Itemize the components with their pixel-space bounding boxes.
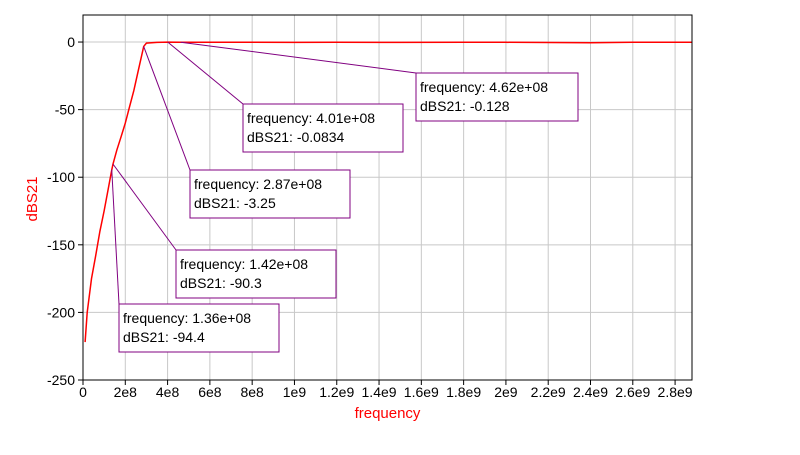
marker-leader-line — [180, 41, 417, 74]
marker-box — [242, 103, 404, 153]
marker-dbs21-text: dBS21: -0.0834 — [247, 129, 345, 145]
marker-frequency-text: frequency: 2.87e+08 — [194, 176, 322, 192]
marker-callout: frequency: 2.87e+08 dBS21: -3.25 — [143, 46, 351, 219]
x-tick-label: 2e8 — [114, 384, 138, 400]
x-tick-label: 2.8e9 — [658, 384, 693, 400]
marker-leader-line — [143, 46, 191, 171]
marker-dbs21-text: dBS21: -90.3 — [180, 275, 262, 291]
y-axis-label: dBS21 — [24, 176, 41, 221]
marker-frequency-text: frequency: 1.42e+08 — [180, 256, 308, 272]
marker-box — [118, 303, 280, 353]
x-tick-label: 1.8e9 — [446, 384, 481, 400]
marker-callout: frequency: 1.36e+08 dBS21: -94.4 — [111, 169, 280, 353]
marker-leader-line — [112, 163, 177, 251]
marker-box — [175, 249, 337, 299]
marker-dbs21-text: dBS21: -0.128 — [420, 98, 510, 114]
axis-ticks: 0 2e8 4e8 6e8 8e8 1e9 1.2e9 1.4e9 1.6e9 1.8e9 2e9 2… — [47, 34, 693, 400]
marker-callout: frequency: 1.42e+08 dBS21: -90.3 — [112, 163, 337, 299]
x-tick-label: 2e9 — [494, 384, 518, 400]
x-tick-label: 1e9 — [283, 384, 307, 400]
y-tick-label: -50 — [55, 102, 75, 118]
marker-dbs21-text: dBS21: -3.25 — [194, 195, 276, 211]
x-tick-label: 0 — [79, 384, 87, 400]
x-tick-label: 2.6e9 — [615, 384, 650, 400]
plot-frame — [82, 14, 693, 381]
x-tick-label: 1.6e9 — [404, 384, 439, 400]
x-tick-label: 2.2e9 — [531, 384, 566, 400]
x-axis-label: frequency — [355, 405, 421, 422]
x-tick-label: 1.2e9 — [319, 384, 354, 400]
marker-dbs21-text: dBS21: -94.4 — [123, 329, 205, 345]
x-tick-label: 2.4e9 — [573, 384, 608, 400]
marker-box — [415, 72, 579, 122]
y-tick-label: 0 — [67, 34, 75, 50]
marker-callout: frequency: 4.62e+08 dBS21: -0.128 — [180, 41, 579, 122]
plot-area — [84, 41, 692, 343]
x-tick-label: 4e8 — [156, 384, 180, 400]
y-tick-label: -200 — [47, 304, 75, 320]
x-tick-label: 6e8 — [198, 384, 222, 400]
marker-frequency-text: frequency: 4.62e+08 — [420, 79, 548, 95]
y-tick-label: -250 — [47, 372, 75, 388]
x-tick-label: 8e8 — [240, 384, 264, 400]
y-tick-label: -150 — [47, 237, 75, 253]
dbs21-trace — [84, 41, 692, 343]
marker-leader-line — [167, 41, 244, 105]
marker-box — [189, 169, 351, 219]
marker-frequency-text: frequency: 1.36e+08 — [123, 310, 251, 326]
y-tick-label: -100 — [47, 169, 75, 185]
x-tick-label: 1.4e9 — [362, 384, 397, 400]
marker-frequency-text: frequency: 4.01e+08 — [247, 110, 375, 126]
marker-callout: frequency: 4.01e+08 dBS21: -0.0834 — [167, 41, 404, 153]
marker-leader-line — [111, 169, 120, 305]
